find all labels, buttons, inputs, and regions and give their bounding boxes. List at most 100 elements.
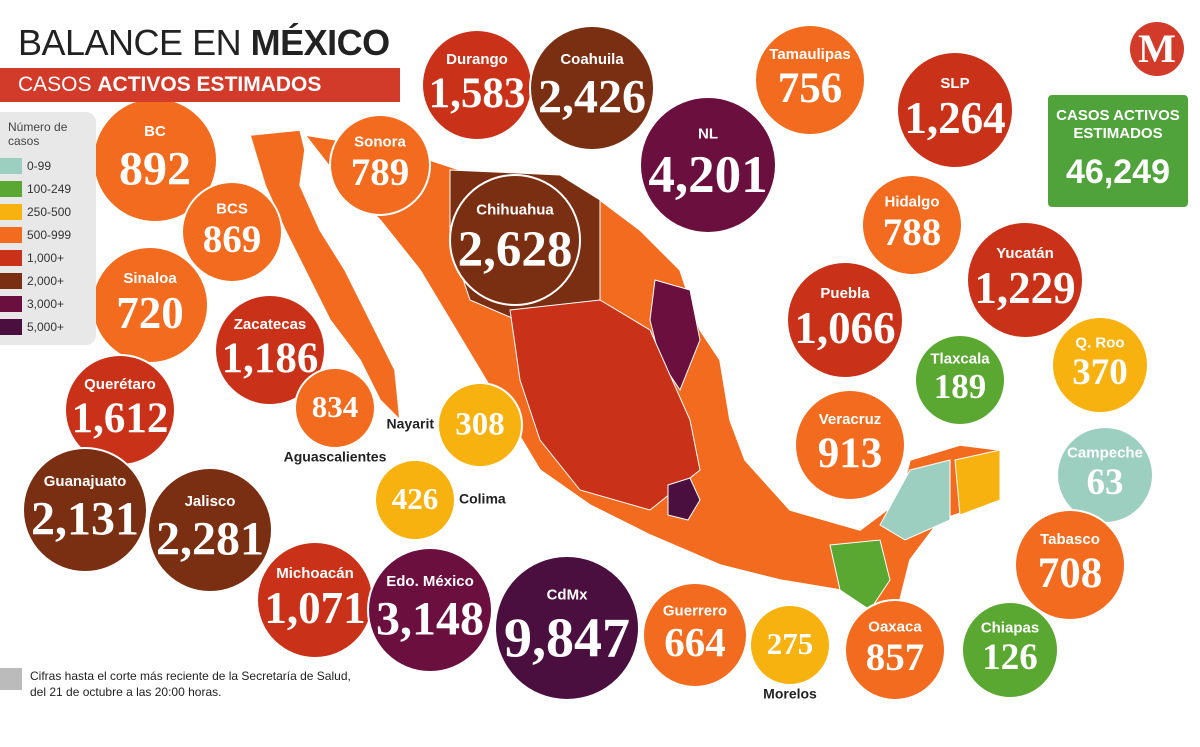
state-value: 275 <box>767 626 814 661</box>
legend-swatch <box>0 203 22 220</box>
yucatan-area <box>879 459 951 541</box>
state-circle <box>749 604 831 686</box>
state-name: Tlaxcala <box>930 351 990 368</box>
state-name: SLP <box>940 75 969 92</box>
legend-title: Número de casos <box>8 120 68 148</box>
state-name: BCS <box>216 200 248 217</box>
baja-peninsula <box>249 129 401 423</box>
state-circle <box>449 174 581 306</box>
state-circle <box>861 174 963 276</box>
state-circle <box>794 389 906 501</box>
state-name: CdMx <box>547 587 588 604</box>
title-bold: MÉXICO <box>250 22 391 63</box>
legend-item: 1,000+ <box>0 246 96 269</box>
state-value: 720 <box>116 288 184 338</box>
state-name: Sonora <box>354 133 406 150</box>
state-value: 834 <box>312 389 359 424</box>
state-value: 2,131 <box>31 493 139 546</box>
state-circle <box>529 25 655 151</box>
state-name: Jalisco <box>185 493 236 510</box>
legend-item: 500-999 <box>0 223 96 246</box>
total-label: CASOS ACTIVOS ESTIMADOS <box>1056 107 1180 142</box>
state-name: Morelos <box>763 686 817 702</box>
legend-label: 100-249 <box>27 181 72 196</box>
state-value: 426 <box>392 481 439 516</box>
state-circle <box>181 181 283 283</box>
state-value: 2,426 <box>538 71 646 124</box>
state-value: 3,148 <box>376 593 484 646</box>
state-value: 708 <box>1038 550 1103 597</box>
state-value: 2,281 <box>156 513 264 566</box>
state-value: 308 <box>455 407 505 443</box>
legend-item: 0-99 <box>0 154 96 177</box>
state-circle <box>1051 316 1149 414</box>
state-circle <box>367 547 493 673</box>
state-circle <box>294 367 376 449</box>
title: BALANCE EN MÉXICO <box>18 22 390 64</box>
state-name: Guanajuato <box>44 473 127 490</box>
state-name: Tamaulipas <box>769 46 850 63</box>
state-name: Nayarit <box>387 416 435 432</box>
state-name: Hidalgo <box>885 193 940 210</box>
state-circle <box>639 96 777 234</box>
state-value: 9,847 <box>504 608 630 670</box>
state-circle <box>844 599 946 701</box>
state-circle <box>786 261 904 379</box>
legend-label: 500-999 <box>27 227 72 242</box>
legend-item: 3,000+ <box>0 292 96 315</box>
legend-swatch <box>0 226 22 243</box>
state-value: 756 <box>778 65 843 112</box>
legend-swatch <box>0 318 22 335</box>
legend-swatch <box>0 157 22 174</box>
legend-label: 0-99 <box>27 158 52 173</box>
state-name: Zacatecas <box>234 316 307 333</box>
legend-item: 5,000+ <box>0 315 96 338</box>
state-value: 789 <box>351 151 410 194</box>
state-circle <box>329 114 431 216</box>
state-value: 1,583 <box>429 70 526 117</box>
state-circle <box>754 24 866 136</box>
state-name: Tabasco <box>1040 531 1100 548</box>
state-name: Yucatán <box>996 245 1054 262</box>
state-name: NL <box>698 125 718 142</box>
state-value: 1,186 <box>222 335 319 382</box>
state-value: 892 <box>119 143 191 196</box>
chiapas-area <box>829 539 891 611</box>
legend-item: 2,000+ <box>0 269 96 292</box>
state-circle <box>1014 509 1126 621</box>
state-name: Colima <box>459 491 506 507</box>
legend-label: 1,000+ <box>27 250 65 265</box>
state-name: Oaxaca <box>868 618 922 635</box>
state-circle <box>22 447 148 573</box>
state-name: Campeche <box>1067 444 1143 461</box>
state-value: 788 <box>883 211 942 254</box>
state-name: Sinaloa <box>123 270 177 287</box>
legend-swatch <box>0 249 22 266</box>
legend-swatch <box>0 272 22 289</box>
state-circle <box>966 221 1084 339</box>
state-value: 63 <box>1087 462 1124 503</box>
state-name: Guerrero <box>663 603 727 620</box>
subtitle-light: CASOS <box>18 73 92 96</box>
state-circle <box>642 582 748 688</box>
state-name: Puebla <box>820 285 870 302</box>
state-value: 126 <box>982 637 1038 678</box>
note-marker <box>0 668 22 690</box>
state-circle <box>147 467 273 593</box>
legend-item: 100-249 <box>0 177 96 200</box>
subtitle-bold: ACTIVOS ESTIMADOS <box>97 73 322 96</box>
state-value: 664 <box>664 619 726 665</box>
legend-label: 250-500 <box>27 204 72 219</box>
state-value: 189 <box>934 367 987 406</box>
state-name: Querétaro <box>84 376 156 393</box>
legend-swatch <box>0 295 22 312</box>
state-name: Q. Roo <box>1075 334 1124 351</box>
state-name: BC <box>144 123 166 140</box>
qroo-area <box>954 449 1001 516</box>
state-name: Chihuahua <box>476 202 554 219</box>
state-circle <box>494 555 640 701</box>
state-value: 2,628 <box>458 222 573 278</box>
state-name: Edo. México <box>386 573 474 590</box>
